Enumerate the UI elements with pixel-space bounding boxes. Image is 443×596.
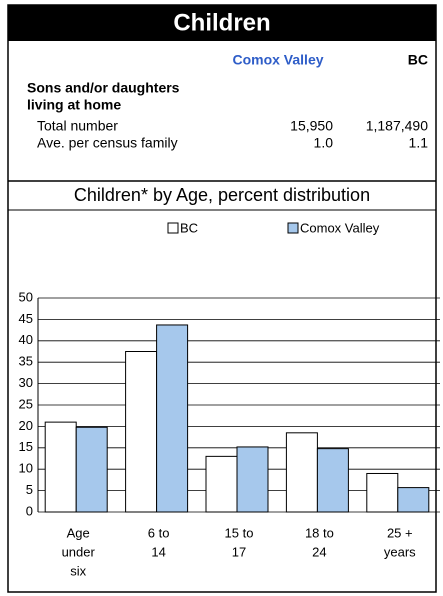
x-tick-label: 14	[151, 544, 165, 559]
x-tick-label: 15 to	[225, 525, 254, 540]
bar	[205, 455, 238, 513]
chart-title: Children* by Age, percent distribution	[74, 185, 370, 205]
section-heading: Sons and/or daughters	[27, 80, 180, 96]
column-header: Comox Valley	[232, 52, 323, 68]
x-tick-label: 6 to	[148, 525, 170, 540]
x-tick-label: 18 to	[305, 525, 334, 540]
legend-label: BC	[180, 220, 198, 235]
bar	[156, 324, 189, 513]
y-tick-label: 35	[19, 354, 33, 369]
x-tick-label: six	[70, 563, 86, 578]
bar	[366, 472, 399, 513]
y-tick-label: 0	[26, 503, 33, 518]
column-header: BC	[408, 52, 428, 68]
x-tick-label: years	[384, 544, 416, 559]
bar	[44, 421, 77, 513]
y-tick-label: 40	[19, 332, 33, 347]
cell: 1,187,490	[366, 118, 428, 134]
y-tick-label: 45	[19, 311, 33, 326]
row-label: Total number	[37, 118, 118, 134]
bar	[236, 446, 269, 513]
section-heading: living at home	[27, 97, 121, 113]
legend-swatch	[287, 222, 299, 234]
cell: 15,950	[290, 118, 333, 134]
y-tick-label: 25	[19, 396, 33, 411]
bar	[75, 426, 108, 513]
cell: 1.1	[409, 135, 429, 151]
y-tick-label: 15	[19, 439, 33, 454]
page-title: Children	[173, 9, 270, 36]
cell: 1.0	[314, 135, 334, 151]
title-bar	[8, 5, 436, 41]
bar	[125, 351, 158, 513]
x-tick-label: 25 +	[387, 525, 413, 540]
bar	[285, 432, 318, 513]
y-tick-label: 5	[26, 482, 33, 497]
y-tick-label: 10	[19, 461, 33, 476]
legend-swatch	[167, 222, 179, 234]
row-label: Ave. per census family	[37, 135, 178, 151]
bar	[316, 448, 349, 513]
bar	[397, 487, 430, 513]
y-tick-label: 50	[19, 289, 33, 304]
x-tick-label: under	[62, 544, 96, 559]
legend-label: Comox Valley	[300, 220, 380, 235]
x-tick-label: 17	[232, 544, 246, 559]
x-tick-label: 24	[312, 544, 326, 559]
y-tick-label: 30	[19, 375, 33, 390]
x-tick-label: Age	[67, 525, 90, 540]
y-tick-label: 20	[19, 418, 33, 433]
